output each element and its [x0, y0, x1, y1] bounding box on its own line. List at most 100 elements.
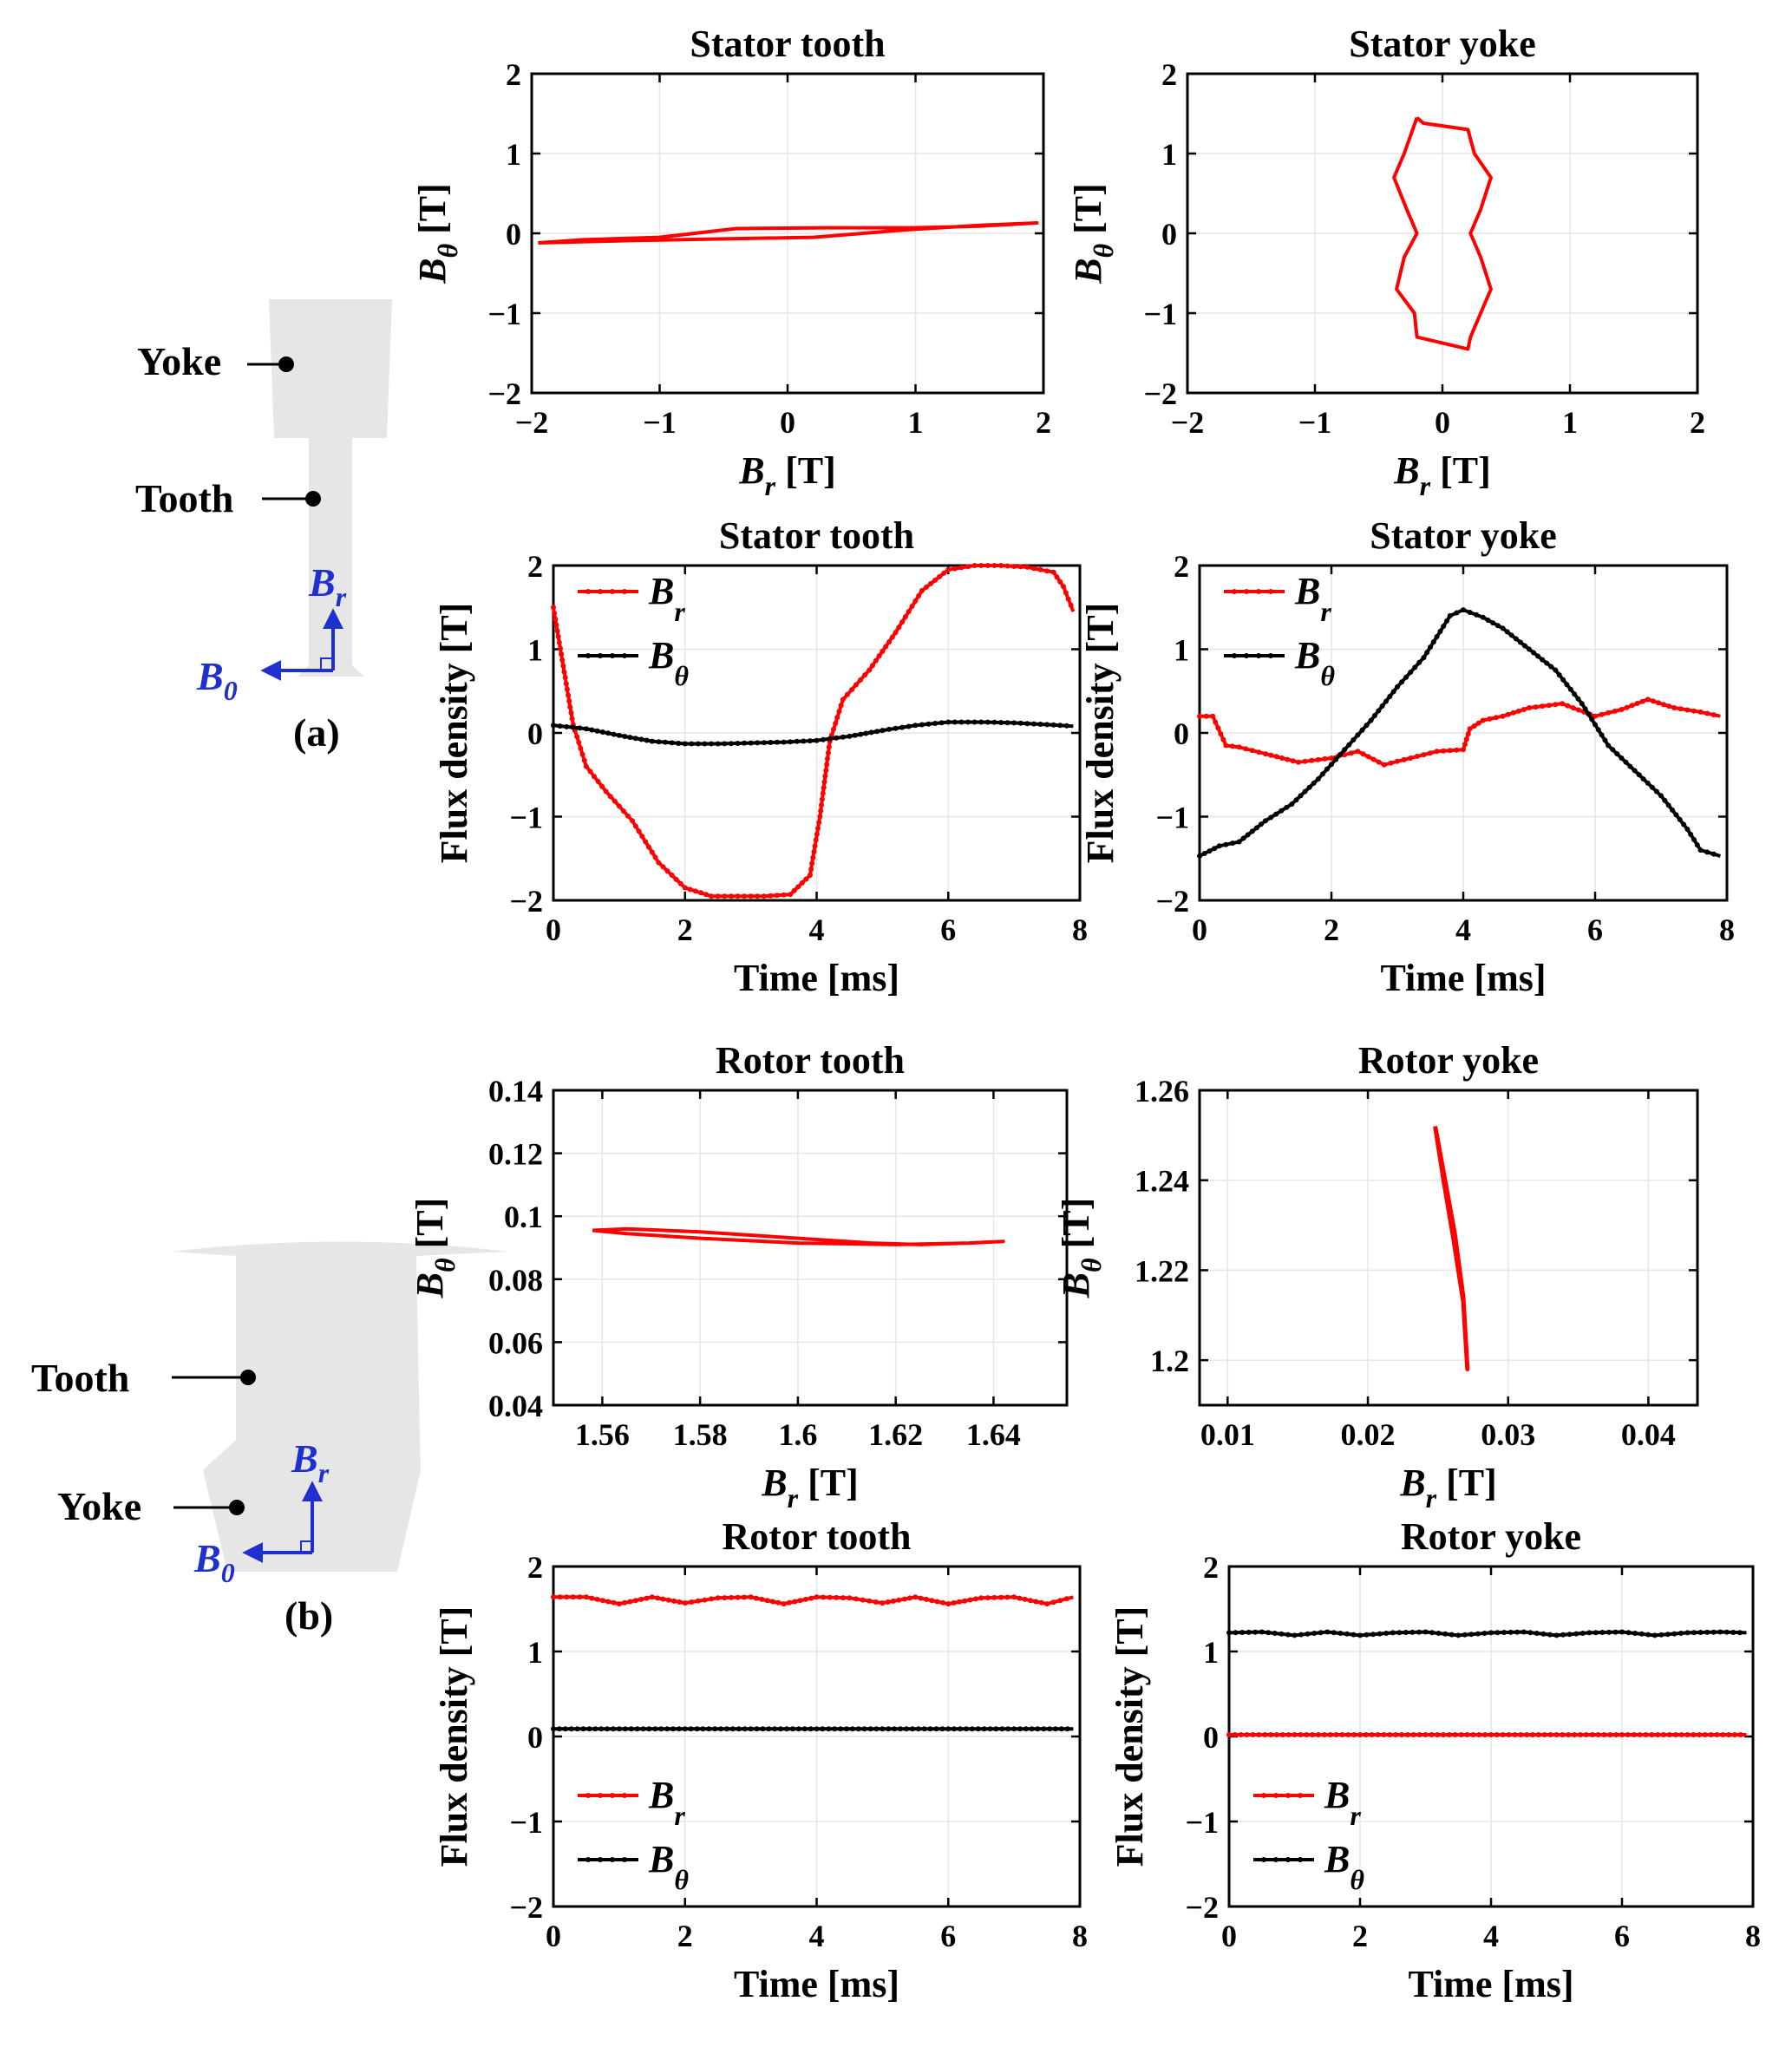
y-axis-label-subscript: θ	[1088, 243, 1119, 258]
series-point	[831, 726, 836, 732]
series-point	[993, 1726, 999, 1732]
series-point	[962, 1598, 968, 1604]
series-point	[1521, 1629, 1527, 1635]
series-point	[1619, 1732, 1625, 1737]
legend-swatch-point	[622, 1793, 627, 1798]
series-point	[951, 1600, 957, 1606]
chart-rotor-tooth-waveform: 0 2 4 6 8 −2 −1 0 1 2 Rotor tooth Time [ms] Flux den…	[433, 1515, 1088, 2005]
series-point	[1395, 683, 1400, 690]
series-point	[1599, 1630, 1606, 1635]
series-point	[632, 1598, 638, 1604]
legend-swatch-point	[1261, 1793, 1266, 1798]
series-point	[1691, 1732, 1697, 1737]
series-point	[781, 1601, 787, 1607]
series-point	[1461, 607, 1466, 613]
series-point	[1658, 1632, 1664, 1638]
series-point	[1462, 742, 1468, 748]
series-point	[663, 739, 668, 745]
series-point	[1359, 727, 1365, 733]
x-tick-label: 8	[1072, 1919, 1088, 1953]
series-point	[656, 860, 662, 866]
series-point	[1302, 788, 1308, 795]
series-point	[1454, 747, 1460, 753]
series-point	[899, 724, 906, 730]
series-point	[867, 667, 873, 673]
series-point	[1576, 707, 1581, 713]
series-point	[673, 876, 679, 882]
series-point	[808, 867, 814, 873]
series-point	[1467, 610, 1473, 615]
series-point	[1708, 1732, 1714, 1737]
series-point	[551, 1726, 556, 1732]
series-point	[939, 720, 945, 726]
series-point	[1220, 736, 1226, 742]
series-point	[1302, 758, 1308, 764]
series-point	[786, 1599, 792, 1606]
series-point	[781, 739, 787, 745]
x-tick-label: −1	[643, 405, 677, 440]
series-point	[703, 892, 709, 898]
series-point	[1318, 1630, 1324, 1636]
series-point	[753, 1595, 759, 1601]
series-point	[1258, 821, 1264, 827]
series-point	[769, 1599, 775, 1605]
series-point	[1399, 1732, 1404, 1737]
x-tick-label: 1.58	[673, 1417, 728, 1452]
chart-title: Rotor tooth	[723, 1515, 912, 1558]
series-point	[886, 726, 892, 732]
series-point	[1201, 851, 1207, 856]
series-point	[791, 887, 797, 893]
stator-tooth-shape	[297, 438, 364, 677]
series-point	[1606, 1629, 1612, 1635]
series-point	[1004, 1594, 1010, 1600]
series-point	[1671, 1631, 1678, 1637]
x-tick-label: 0	[780, 405, 795, 440]
series-point	[1640, 776, 1646, 782]
series-point	[814, 1726, 820, 1732]
series-point	[834, 1594, 840, 1600]
series-point	[1717, 1629, 1723, 1635]
series-point	[644, 1595, 650, 1601]
series-point	[1065, 596, 1071, 602]
series-point	[722, 741, 728, 747]
series-point	[1643, 1732, 1649, 1737]
series-point	[886, 1726, 892, 1732]
series-point	[965, 719, 971, 725]
series-point	[1285, 1732, 1292, 1737]
series-point	[1437, 629, 1443, 634]
series-point	[695, 1598, 701, 1604]
series-point	[919, 722, 925, 728]
series-point	[563, 681, 569, 687]
series-point	[664, 868, 670, 874]
x-tick-label: 8	[1745, 1919, 1761, 1953]
series-point	[1482, 1732, 1488, 1737]
x-axis-label: Br [T]	[761, 1462, 858, 1514]
series-point	[1513, 636, 1519, 642]
series-point	[748, 1726, 754, 1732]
series-point	[924, 1596, 929, 1602]
series-point	[817, 814, 823, 820]
series-point	[638, 736, 644, 742]
series-point	[553, 616, 559, 622]
series-point	[945, 566, 952, 572]
series-point	[1396, 1630, 1403, 1636]
series-point	[1573, 1631, 1579, 1637]
series-point	[1475, 1631, 1481, 1637]
series-point	[1606, 710, 1612, 716]
series-point	[873, 1599, 879, 1605]
legend-label-symbol: B	[648, 634, 674, 677]
legend-label-symbol: B	[648, 570, 674, 612]
series-point	[1232, 1732, 1238, 1737]
y-axis-label-symbol: B	[411, 258, 454, 284]
series-point	[958, 719, 965, 725]
series-point	[656, 739, 662, 745]
series-point	[1244, 1732, 1250, 1737]
series-point	[1376, 708, 1382, 714]
series-point	[592, 1726, 598, 1732]
legend-label: Br	[648, 1774, 685, 1831]
series-point	[664, 1726, 670, 1732]
series-point	[1661, 702, 1666, 708]
series-point	[1399, 679, 1405, 685]
series-point	[998, 1594, 1004, 1600]
series-point	[1723, 1629, 1730, 1635]
